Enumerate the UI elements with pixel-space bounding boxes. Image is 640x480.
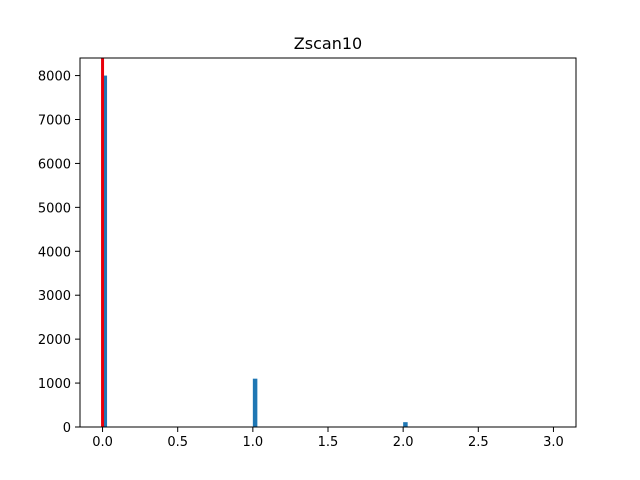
y-tick-label-0: 0: [63, 421, 71, 436]
y-tick-label-2: 2000: [38, 333, 71, 348]
histogram-bar-0: [102, 75, 108, 428]
x-tick-label-2: 1.0: [243, 435, 264, 450]
x-tick-label-0: 0.0: [92, 435, 113, 450]
y-tick-label-1: 1000: [38, 377, 71, 392]
x-tick-label-5: 2.5: [468, 435, 489, 450]
chart-title: Zscan10: [294, 34, 362, 53]
y-tick-label-5: 5000: [38, 201, 71, 216]
histogram-bar-2: [403, 422, 408, 427]
x-tick-label-4: 2.0: [393, 435, 414, 450]
histogram-bar-1: [252, 378, 258, 427]
plot-area: 0.0 0.5 1.0 1.5 2.0 2.5 3.0 0 1000 2000 3000 4000 50…: [38, 57, 577, 450]
x-tick-label-1: 0.5: [167, 435, 188, 450]
y-tick-label-7: 7000: [38, 114, 71, 129]
y-tick-label-8: 8000: [38, 70, 71, 85]
x-tick-label-6: 3.0: [543, 435, 564, 450]
y-tick-label-4: 4000: [38, 245, 71, 260]
x-tick-label-3: 1.5: [318, 435, 339, 450]
y-tick-label-6: 6000: [38, 157, 71, 172]
axes-frame: [79, 57, 577, 428]
y-tick-label-3: 3000: [38, 289, 71, 304]
